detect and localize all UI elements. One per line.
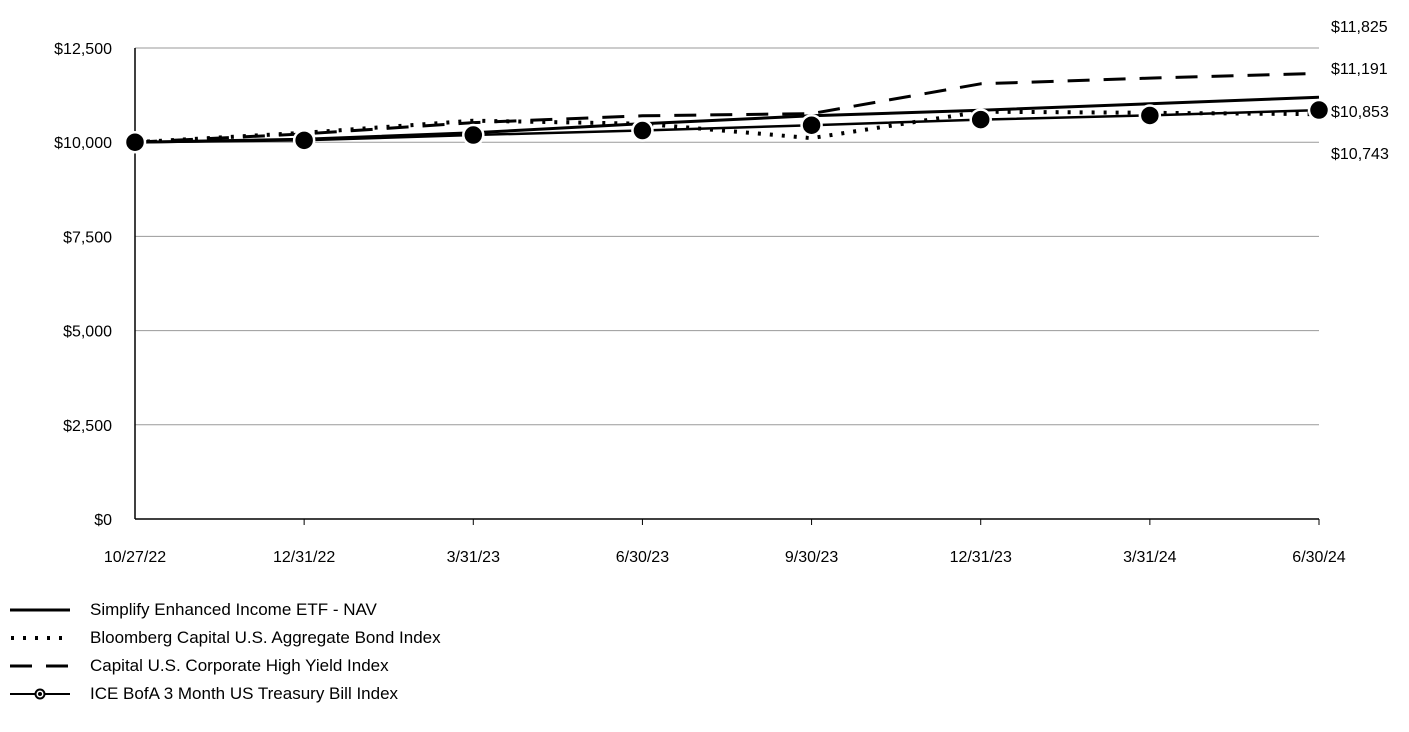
legend-label: Bloomberg Capital U.S. Aggregate Bond In… [90,628,441,647]
x-tick-label: 3/31/24 [1123,549,1176,566]
end-value-label: $11,825 [1331,19,1388,36]
gridlines [135,47,1319,426]
legend-swatch-marker [10,688,70,700]
y-tick-label: $0 [94,512,112,529]
x-tick-label: 6/30/23 [616,549,669,566]
end-value-labels: $11,825 $11,191 $10,853 $10,743 [1331,19,1389,163]
x-tick-label: 3/31/23 [447,549,500,566]
data-point [800,113,823,137]
legend-label: Capital U.S. Corporate High Yield Index [90,656,389,675]
series-lines [134,71,1320,145]
series-line-dashed [134,71,1320,144]
series-markers [123,98,1331,154]
y-tick-label: $2,500 [63,418,112,435]
y-tick-label: $12,500 [54,41,112,58]
data-point [1307,98,1331,122]
data-point [969,108,992,131]
legend: Simplify Enhanced Income ETF - NAV Bloom… [0,596,700,708]
y-tick-label: $7,500 [63,229,112,246]
data-point [631,119,654,142]
legend-swatch-solid [10,608,70,612]
legend-swatch-dashed [10,664,70,668]
end-value-label: $11,191 [1331,61,1388,78]
axes [134,48,1320,525]
data-point [123,130,147,154]
series-line-solid-markers [134,108,1320,144]
line-chart: $0 $2,500 $5,000 $7,500 $10,000 $12,500 10/27/… [54,19,1389,566]
legend-label: Simplify Enhanced Income ETF - NAV [90,600,377,619]
legend-label: ICE BofA 3 Month US Treasury Bill Index [90,684,399,703]
legend-item-high-yield: Capital U.S. Corporate High Yield Index [0,652,700,680]
x-tick-label: 6/30/24 [1292,549,1345,566]
end-value-label: $10,853 [1331,104,1389,121]
y-tick-label: $10,000 [54,135,112,152]
legend-item-aggregate-bond: Bloomberg Capital U.S. Aggregate Bond In… [0,624,700,652]
x-tick-label: 10/27/22 [104,549,166,566]
data-point [1138,104,1162,127]
x-tick-label: 12/31/23 [950,549,1012,566]
x-tick-label: 12/31/22 [273,549,335,566]
x-tick-label: 9/30/23 [785,549,838,566]
legend-item-nav: Simplify Enhanced Income ETF - NAV [0,596,700,624]
legend-item-treasury-bill: ICE BofA 3 Month US Treasury Bill Index [0,680,700,708]
data-point [462,123,485,147]
data-point [292,129,316,152]
tick-labels: $0 $2,500 $5,000 $7,500 $10,000 $12,500 10/27/… [54,41,1346,566]
series-line-solid [134,95,1320,144]
y-tick-label: $5,000 [63,324,112,341]
end-value-label: $10,743 [1331,146,1389,163]
legend-swatch-dotted [11,636,70,640]
